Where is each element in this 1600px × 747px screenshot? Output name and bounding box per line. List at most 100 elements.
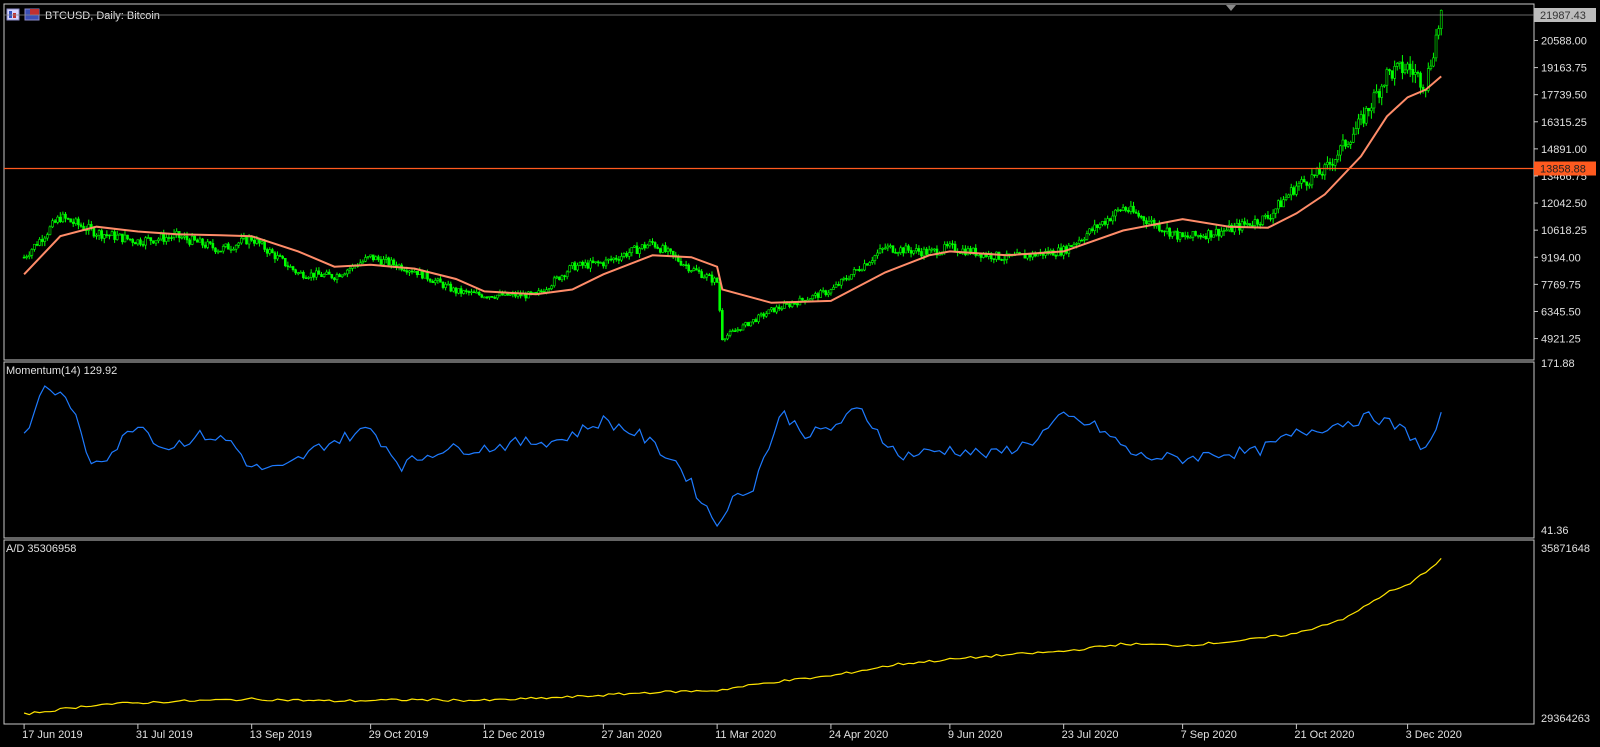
candle-body xyxy=(777,306,781,310)
candle-body xyxy=(283,257,287,267)
candle-body xyxy=(796,303,799,306)
candle-body xyxy=(907,245,910,251)
candle-body xyxy=(48,226,52,235)
candle-body xyxy=(785,303,789,305)
candle-body xyxy=(571,262,574,266)
candle-body xyxy=(1245,223,1249,225)
candle-body xyxy=(1181,232,1184,238)
candle-body xyxy=(208,241,212,244)
candle-body xyxy=(64,213,67,219)
candle-body xyxy=(1310,174,1314,186)
candle-body xyxy=(265,249,269,254)
momentum-panel[interactable] xyxy=(3,361,1535,539)
candle-body xyxy=(118,233,122,236)
candle-body xyxy=(33,243,36,250)
candle-body xyxy=(102,234,106,239)
candle-body xyxy=(224,243,228,247)
candle-body xyxy=(115,234,119,240)
candle-body xyxy=(436,278,440,281)
candle-body xyxy=(847,278,851,281)
candle-body xyxy=(560,275,564,281)
price-tick-label: 19163.75 xyxy=(1541,63,1587,75)
candle-body xyxy=(1344,139,1347,147)
price-tick-label: 4921.25 xyxy=(1541,334,1581,346)
level-price-label: 13858.88 xyxy=(1540,164,1586,176)
candle-body xyxy=(312,272,316,278)
candle-body xyxy=(92,227,96,237)
candle-body xyxy=(876,252,879,256)
candle-body xyxy=(858,269,861,271)
candle-body xyxy=(1287,194,1290,198)
candle-body xyxy=(133,242,137,245)
candle-body xyxy=(1222,230,1226,232)
ad-panel[interactable] xyxy=(3,539,1535,725)
candle-body xyxy=(733,330,737,332)
candle-body xyxy=(873,255,877,261)
candle-body xyxy=(221,246,225,252)
candle-body xyxy=(726,334,729,340)
candle-body xyxy=(669,248,672,252)
candle-body xyxy=(472,291,476,294)
candle-body xyxy=(38,239,41,246)
candle-body xyxy=(863,263,866,271)
candle-body xyxy=(832,286,835,290)
candle-body xyxy=(539,290,543,293)
candle-body xyxy=(247,236,251,245)
candle-body xyxy=(346,269,349,275)
candle-body xyxy=(868,262,872,266)
candle-body xyxy=(190,235,194,245)
candle-body xyxy=(1080,239,1084,242)
candle-body xyxy=(59,216,62,223)
candle-body xyxy=(1434,34,1438,59)
candle-body xyxy=(1395,63,1399,67)
price-panel[interactable] xyxy=(3,3,1535,361)
price-tick-label: 17739.50 xyxy=(1541,90,1587,102)
candle-body xyxy=(620,256,623,261)
candle-body xyxy=(1217,228,1221,237)
chart-window-icon-bar xyxy=(9,11,12,18)
candle-body xyxy=(338,274,341,278)
candle-body xyxy=(1230,224,1234,233)
candle-body xyxy=(790,302,794,307)
candle-body xyxy=(53,220,57,223)
candle-body xyxy=(79,224,83,227)
candle-body xyxy=(180,236,184,239)
candle-body xyxy=(609,258,613,261)
candle-body xyxy=(371,254,375,261)
x-axis-label: 21 Oct 2020 xyxy=(1294,729,1354,741)
candle-body xyxy=(648,241,652,246)
candle-body xyxy=(1416,71,1420,74)
candle-body xyxy=(1385,69,1389,86)
candle-body xyxy=(633,245,636,248)
candle-body xyxy=(1408,63,1412,70)
candle-body xyxy=(558,276,561,281)
candle-body xyxy=(361,260,365,264)
candle-body xyxy=(188,239,191,245)
candle-body xyxy=(953,243,957,252)
candle-body xyxy=(1170,231,1174,237)
candle-body xyxy=(193,235,197,241)
candle-body xyxy=(927,249,931,255)
candle-body xyxy=(1328,161,1332,165)
candle-body xyxy=(573,262,577,271)
candle-body xyxy=(1364,108,1368,124)
price-tick-label: 20588.00 xyxy=(1541,35,1587,47)
candle-body xyxy=(713,277,716,283)
candle-body xyxy=(1375,91,1378,94)
candle-body xyxy=(260,241,264,244)
candle-body xyxy=(229,248,233,251)
candle-body xyxy=(154,240,158,244)
candle-body xyxy=(1305,181,1309,186)
candle-body xyxy=(1214,228,1218,236)
candle-body xyxy=(1264,214,1267,217)
candle-body xyxy=(715,277,719,283)
candle-body xyxy=(340,274,344,278)
candle-body xyxy=(1121,207,1125,211)
candle-body xyxy=(433,280,437,284)
momentum-tick-label: 171.88 xyxy=(1541,358,1575,370)
chart-shift-marker-icon[interactable] xyxy=(1226,5,1236,11)
candle-body xyxy=(527,291,530,299)
candle-body xyxy=(1398,61,1402,64)
